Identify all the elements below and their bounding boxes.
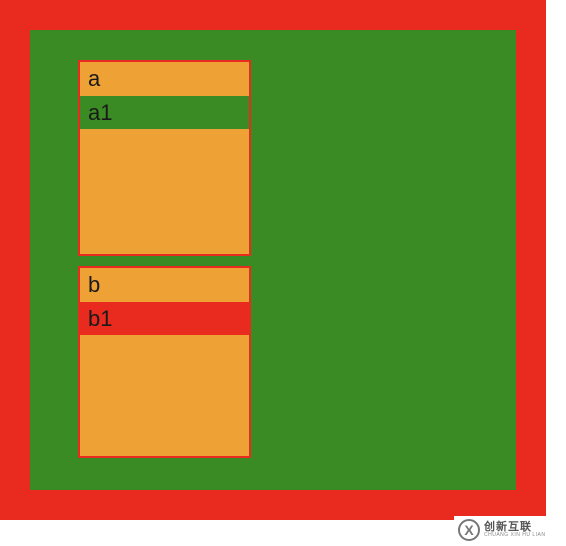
watermark-en: CHUANG XIN HU LIAN — [484, 533, 546, 538]
box-a: a a1 — [78, 60, 251, 256]
outer-red-box: a a1 b b1 — [0, 0, 546, 520]
row-b-label: b — [80, 268, 249, 302]
box-b: b b1 — [78, 266, 251, 458]
watermark: X 创新互联 CHUANG XIN HU LIAN — [454, 516, 566, 544]
row-a1-label: a1 — [80, 96, 249, 130]
row-b1-label: b1 — [80, 302, 249, 336]
row-a-label: a — [80, 62, 249, 96]
inner-green-box: a a1 b b1 — [30, 30, 516, 490]
watermark-text: 创新互联 CHUANG XIN HU LIAN — [484, 522, 546, 538]
watermark-logo-icon: X — [458, 519, 480, 541]
